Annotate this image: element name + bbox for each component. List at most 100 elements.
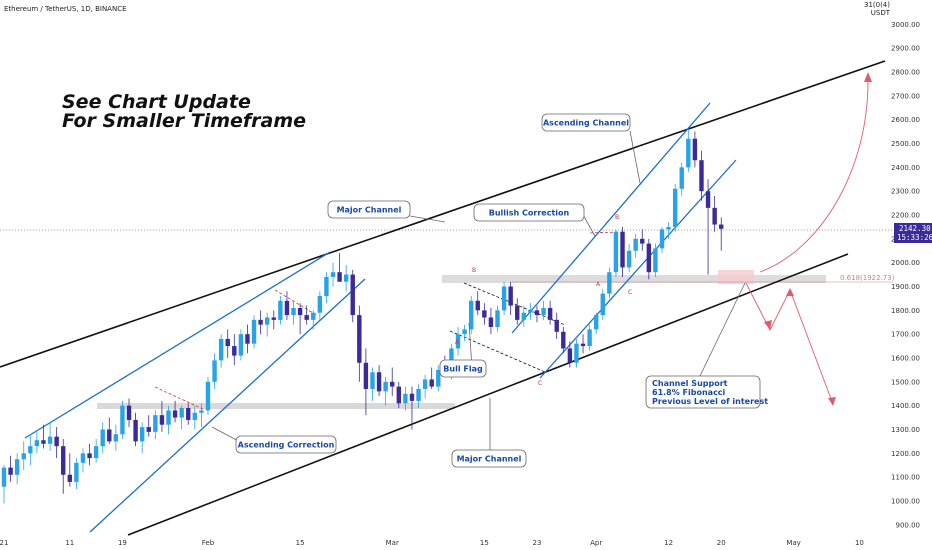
callout-bullish-correction[interactable]: Bullish Correction <box>473 203 585 222</box>
callout-ascending-correction[interactable]: Ascending Correction <box>235 435 337 454</box>
candle <box>620 226 625 277</box>
candle-body <box>383 381 388 392</box>
y-tick-label: 3000.00 <box>891 21 920 29</box>
x-tick-label: Apr <box>590 539 602 547</box>
candle-body <box>396 386 401 404</box>
y-tick-label: 1500.00 <box>891 378 920 386</box>
candle-body <box>475 300 480 311</box>
major-channel-upper-line <box>0 60 886 368</box>
candle <box>626 243 632 273</box>
candle <box>383 377 388 406</box>
candle <box>41 424 46 449</box>
y-tick-label: 1400.00 <box>891 402 920 410</box>
fib-zone <box>718 270 754 284</box>
candle-body <box>613 231 619 273</box>
candle-body <box>87 453 92 459</box>
candle-body <box>146 427 151 432</box>
bull-flag-dashes <box>449 282 566 373</box>
candle-body <box>232 346 237 356</box>
candle-body <box>8 467 13 475</box>
candle <box>403 386 408 411</box>
candle-body <box>291 307 296 316</box>
candle <box>28 434 33 466</box>
candle <box>133 412 138 447</box>
candle-body <box>139 427 145 442</box>
candle-body <box>297 307 303 316</box>
candle-body <box>646 243 652 273</box>
candle-body <box>541 307 546 316</box>
candle-body <box>153 415 158 432</box>
candle-body <box>93 446 99 459</box>
candle <box>600 288 605 320</box>
callout-bullish-correction-label: Bullish Correction <box>489 209 570 218</box>
candle <box>87 443 92 466</box>
candle <box>284 291 290 320</box>
candle-body <box>113 434 119 442</box>
candle-body <box>120 405 125 435</box>
candle <box>291 300 296 325</box>
candle-body <box>672 188 678 227</box>
candle-body <box>422 379 428 389</box>
candle <box>297 303 303 335</box>
candle-body <box>567 348 573 363</box>
callout-major-channel-top[interactable]: Major Channel <box>327 200 411 219</box>
callout-major-channel-bottom-label: Major Channel <box>457 455 522 464</box>
y-tick-label: 2800.00 <box>891 69 920 77</box>
candle-body <box>679 167 684 189</box>
candle-body <box>265 317 270 325</box>
candle-body <box>251 319 257 344</box>
callout-channel-support-line-2: 61.8% Fibonacci <box>652 388 726 397</box>
candle <box>541 300 546 320</box>
ascending-channel-upper-line <box>511 102 711 334</box>
candle <box>561 327 566 354</box>
candle-body <box>521 312 527 320</box>
candle <box>534 305 540 323</box>
callout-ascending-correction-label: Ascending Correction <box>238 441 335 450</box>
candle <box>475 291 480 316</box>
candle <box>166 405 171 435</box>
candle-body <box>719 224 724 229</box>
callout-major-channel-bottom[interactable]: Major Channel <box>451 449 527 468</box>
callout-channel-support[interactable]: Channel Support 61.8% Fibonacci Previous… <box>645 375 768 409</box>
callout-bull-flag[interactable]: Bull Flag <box>439 359 487 378</box>
current-price-countdown: 15:33:26 <box>897 233 932 242</box>
candle-body <box>620 231 625 268</box>
chart-symbol-title: Ethereum / TetherUS, 1D, BINANCE <box>4 5 127 13</box>
candle <box>304 305 309 325</box>
candle-body <box>1 467 7 487</box>
candle-body <box>41 440 46 444</box>
candle <box>212 353 217 389</box>
candle-body <box>278 300 283 320</box>
candle-body <box>212 360 217 382</box>
y-tick-label: 1900.00 <box>891 283 920 291</box>
callout-ascending-channel-label: Ascending Channel <box>543 119 629 128</box>
candle <box>47 422 53 451</box>
candle-body <box>692 138 698 161</box>
candle <box>508 281 513 316</box>
recent-wave-b: B <box>615 214 619 221</box>
candle <box>376 365 382 397</box>
current-price-tag: 2142.30 15:33:26 <box>894 223 932 243</box>
y-tick-label: 2400.00 <box>891 164 920 172</box>
currency-line-2: USDT <box>871 9 891 17</box>
callout-ascending-channel[interactable]: Ascending Channel <box>541 113 631 132</box>
candle-body <box>574 343 579 363</box>
candle-body <box>186 408 191 420</box>
candle-body <box>205 381 211 411</box>
projection-arrowheads <box>764 72 872 406</box>
candle-body <box>225 338 230 347</box>
x-tick-label: 20 <box>717 539 726 547</box>
candle-body <box>61 446 66 475</box>
candle-body <box>528 310 533 313</box>
candle <box>705 179 711 275</box>
candle-body <box>357 315 362 363</box>
candle <box>686 129 691 173</box>
candle <box>238 329 244 361</box>
candle-body <box>626 250 632 268</box>
candle <box>613 229 619 277</box>
callout-bull-flag-label: Bull Flag <box>443 365 483 374</box>
major-channel-lower-line <box>127 253 849 536</box>
candle <box>120 400 125 440</box>
left-channel-lower-line <box>89 278 366 533</box>
